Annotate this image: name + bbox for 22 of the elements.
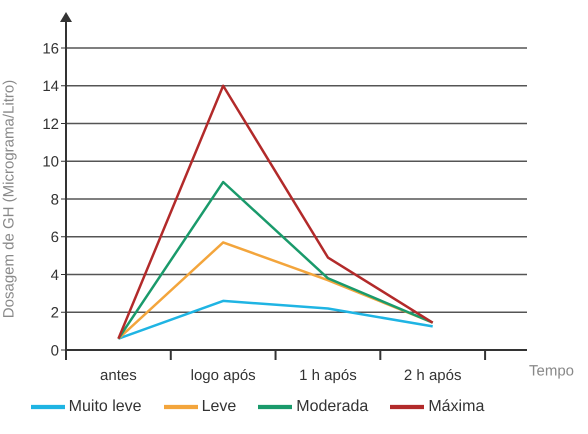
x-tick-label: 1 h após: [299, 367, 357, 384]
y-tick-label: 8: [50, 191, 59, 208]
legend-label: Muito leve: [68, 398, 142, 416]
y-tick-label: 16: [42, 40, 59, 58]
y-tick-label: 4: [50, 266, 59, 284]
x-tick-label: logo após: [190, 367, 256, 384]
y-tick-label: 0: [50, 342, 59, 360]
legend-label: Moderada: [296, 398, 368, 416]
x-tick-label: 2 h após: [404, 367, 462, 384]
line-series: [117, 300, 434, 340]
line-series: [117, 180, 434, 340]
line-series: [117, 84, 434, 340]
legend-label: Máxima: [428, 398, 484, 416]
x-axis-title: Tempo: [529, 362, 574, 380]
y-tick-label: 12: [42, 116, 59, 133]
y-axis-title: Dosagem de GH (Micrograma/Litro): [0, 80, 18, 318]
legend-label: Leve: [202, 398, 236, 416]
y-tick-label: 10: [42, 154, 59, 171]
y-tick-label: 6: [50, 229, 59, 246]
x-tick-label: antes: [100, 367, 137, 384]
y-tick-label: 2: [50, 304, 59, 322]
y-tick-label: 14: [42, 78, 59, 96]
